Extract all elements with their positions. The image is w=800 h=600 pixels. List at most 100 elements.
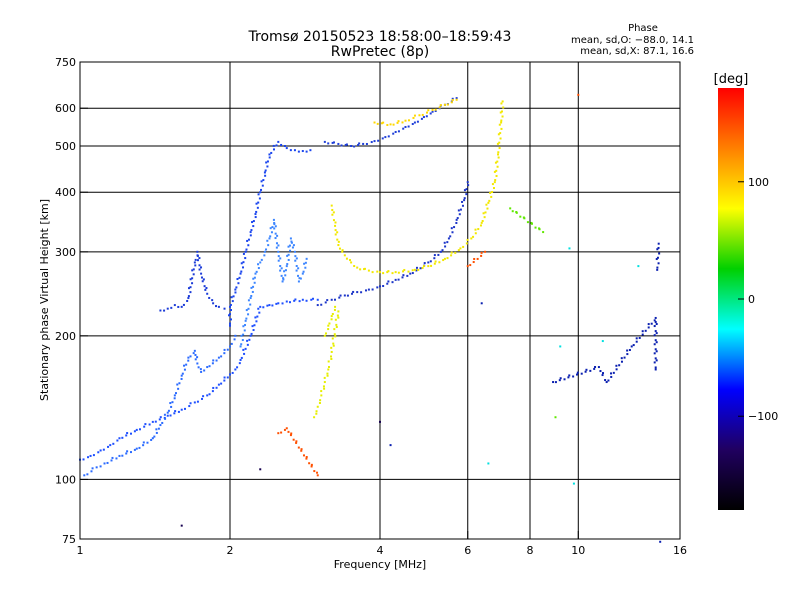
x-ticks: 1 2 4 6 8 10 16: [77, 531, 687, 557]
data-point: [217, 383, 220, 386]
data-point: [264, 174, 267, 177]
data-point: [157, 427, 160, 430]
data-point: [192, 273, 195, 276]
data-point: [534, 226, 537, 229]
data-point: [180, 524, 183, 527]
data-point: [402, 274, 405, 277]
data-point: [584, 370, 587, 373]
data-point: [208, 393, 211, 396]
data-point: [251, 325, 254, 328]
data-point: [125, 434, 128, 437]
data-point: [404, 119, 407, 122]
data-point: [289, 237, 292, 240]
x-axis-label: Frequency [MHz]: [334, 558, 426, 571]
phase-mean-x: mean, sd,X: 87.1, 16.6: [580, 46, 694, 57]
data-point: [319, 399, 322, 402]
data-point: [330, 350, 333, 353]
data-point: [620, 360, 623, 363]
data-point: [229, 345, 231, 348]
data-point: [580, 372, 583, 375]
data-point: [320, 390, 323, 393]
data-point: [650, 322, 653, 325]
data-point: [357, 143, 360, 146]
data-point: [280, 431, 283, 434]
data-point: [333, 328, 336, 331]
data-point: [255, 270, 258, 273]
data-point: [177, 305, 180, 308]
data-point: [295, 257, 298, 260]
data-point: [249, 334, 252, 337]
data-point: [446, 103, 449, 106]
data-point: [657, 242, 660, 245]
data-point: [364, 289, 367, 292]
data-point: [330, 315, 333, 318]
data-point: [502, 106, 505, 109]
data-point: [229, 303, 232, 306]
data-point: [259, 305, 262, 308]
data-point: [159, 309, 162, 312]
data-point: [272, 144, 275, 147]
data-point: [193, 401, 196, 404]
data-point: [178, 382, 181, 385]
y-tick-label: 600: [55, 102, 76, 115]
data-point: [641, 333, 644, 336]
data-point: [497, 133, 500, 136]
data-point: [316, 471, 319, 474]
data-point: [403, 268, 406, 271]
data-point: [567, 376, 570, 379]
data-point: [239, 345, 242, 348]
data-point: [407, 125, 410, 128]
data-point: [379, 271, 381, 274]
data-point: [466, 238, 469, 241]
data-point: [258, 197, 261, 200]
data-point: [604, 379, 607, 382]
data-point: [211, 299, 214, 302]
data-point: [158, 418, 161, 421]
data-point: [126, 450, 129, 453]
data-point: [389, 444, 392, 447]
data-point: [433, 262, 436, 265]
data-point: [257, 263, 260, 266]
data-point: [277, 244, 280, 247]
data-point: [277, 432, 280, 435]
data-point: [386, 282, 389, 285]
data-point: [238, 276, 241, 279]
data-point: [251, 221, 254, 224]
data-point: [465, 242, 468, 245]
data-point: [488, 199, 491, 202]
data-point: [82, 458, 85, 461]
data-point: [381, 137, 384, 140]
data-point: [196, 250, 199, 253]
data-point: [519, 215, 522, 218]
data-point: [297, 150, 300, 153]
data-point: [144, 423, 147, 426]
data-point: [256, 315, 259, 318]
data-point: [476, 257, 479, 260]
data-point: [463, 197, 466, 200]
data-point: [270, 231, 273, 234]
data-point: [363, 267, 366, 270]
data-point: [244, 257, 247, 260]
data-point: [295, 440, 298, 443]
data-point: [300, 449, 303, 452]
data-point: [247, 244, 250, 247]
data-point: [255, 320, 258, 323]
data-point: [360, 291, 363, 294]
data-point: [447, 237, 450, 240]
data-point: [411, 272, 414, 275]
data-point: [345, 257, 348, 260]
data-point: [456, 217, 459, 220]
data-point: [206, 292, 209, 295]
phase-heading: Phase: [628, 23, 658, 34]
data-point: [230, 296, 233, 299]
data-point: [280, 143, 283, 146]
data-point: [367, 269, 370, 272]
data-point: [612, 371, 615, 374]
data-point: [367, 288, 370, 291]
data-point: [275, 302, 278, 305]
data-point: [189, 402, 192, 405]
data-point: [193, 349, 196, 352]
data-point: [653, 352, 656, 355]
data-point: [171, 401, 174, 404]
data-point: [250, 332, 253, 335]
